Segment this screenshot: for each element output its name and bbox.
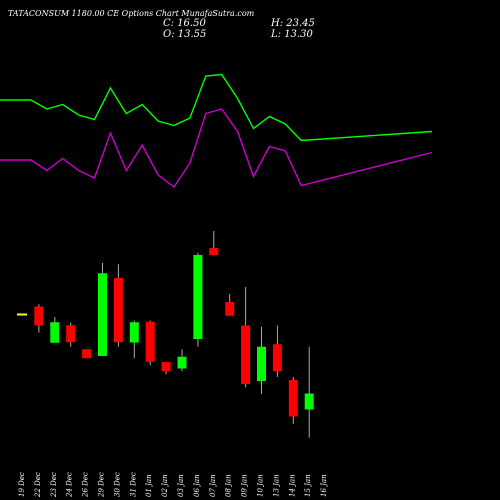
indicator-lines: [0, 73, 433, 189]
candle: [50, 317, 60, 343]
candle-body: [193, 255, 203, 339]
x-axis-ticks: 19 Dec 22 Dec 23 Dec 24 Dec 26 Dec 29 Dec 30 D…: [18, 472, 328, 498]
candle-body: [288, 380, 298, 417]
candle: [113, 264, 123, 347]
candle-body: [177, 356, 187, 369]
candle-body: [209, 248, 219, 255]
candle-body: [129, 322, 139, 343]
high-value: H: 23.45: [271, 18, 315, 29]
candle-body: [304, 393, 314, 410]
candle: [257, 326, 266, 394]
candle-body: [98, 273, 107, 356]
x-tick-label: 07 Jan: [209, 474, 217, 497]
candle-body: [113, 278, 123, 343]
x-tick-label: 19 Dec: [18, 472, 26, 497]
x-tick-label: 10 Jan: [257, 474, 265, 497]
candle: [177, 349, 187, 372]
candle-body: [257, 346, 266, 381]
chart-title: TATACONSUM 1180.00 CE Options Chart Muna…: [8, 9, 255, 18]
candle: [272, 325, 282, 377]
candle: [225, 294, 235, 316]
indicator-line-1: [0, 73, 433, 142]
x-tick-label: 02 Jan: [161, 474, 169, 497]
candle: [82, 349, 92, 359]
x-tick-label: 13 Jan: [272, 474, 280, 497]
candle: [161, 362, 171, 375]
candle: [98, 263, 107, 356]
candle: [34, 304, 44, 333]
candle-body: [145, 321, 155, 362]
candle: [241, 287, 251, 388]
candle-body: [161, 362, 171, 372]
candle-body: [225, 302, 235, 316]
candle: [288, 377, 298, 424]
x-tick-label: 16 Jan: [320, 474, 328, 497]
x-tick-label: 30 Dec: [113, 472, 121, 497]
x-tick-label: 29 Dec: [98, 472, 106, 498]
x-tick-label: 01 Jan: [145, 474, 153, 497]
x-tick-label: 03 Jan: [177, 474, 185, 497]
candle-body: [34, 306, 44, 326]
close-value: C: 16.50: [163, 18, 206, 29]
x-tick-label: 24 Dec: [66, 472, 74, 498]
candle-body: [241, 325, 251, 384]
candle: [129, 320, 139, 359]
x-tick-label: 23 Dec: [50, 472, 58, 498]
x-tick-label: 26 Dec: [82, 472, 90, 498]
x-tick-label: 22 Dec: [34, 472, 42, 498]
candle-body: [272, 344, 282, 372]
candle-body: [50, 322, 60, 343]
indicator-line-2: [0, 108, 433, 189]
candle: [304, 346, 314, 438]
candle: [193, 252, 203, 347]
open-value: O: 13.55: [163, 29, 207, 40]
low-value: L: 13.30: [271, 29, 313, 40]
x-tick-label: 15 Jan: [304, 474, 312, 497]
candle: [145, 320, 155, 366]
x-tick-label: 09 Jan: [241, 474, 249, 497]
candle-body: [66, 325, 76, 343]
candle: [209, 231, 219, 255]
x-tick-label: 14 Jan: [288, 474, 296, 497]
candle-body: [82, 349, 92, 359]
x-tick-label: 31 Dec: [129, 472, 137, 497]
candlesticks: [17, 231, 314, 438]
candle: [66, 322, 76, 347]
x-tick-label: 08 Jan: [225, 474, 233, 497]
x-tick-label: 06 Jan: [193, 474, 201, 497]
